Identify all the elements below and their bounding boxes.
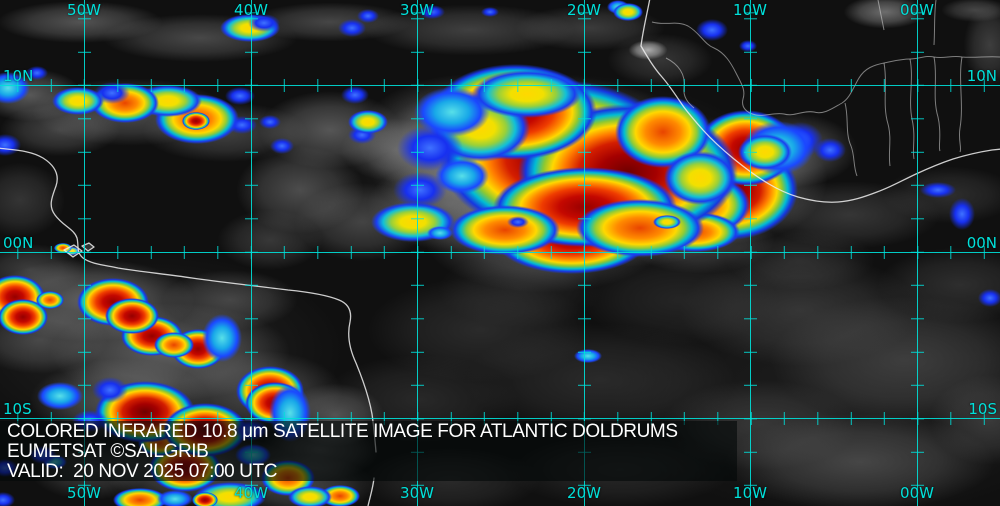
lon-label-top-20W: 20W (567, 1, 601, 19)
lat-label-left-10N: 10N (3, 67, 34, 85)
lat-label-left-10S: 10S (3, 400, 32, 418)
lon-label-bottom-20W: 20W (567, 484, 601, 502)
lon-label-top-50W: 50W (67, 1, 101, 19)
lat-label-right-00N: 00N (966, 234, 997, 252)
caption-valid-time: VALID: 20 NOV 2025 07:00 UTC (7, 461, 278, 482)
lon-label-bottom-10W: 10W (733, 484, 767, 502)
border-north-2 (933, 0, 937, 46)
parallel-ticks-10N (0, 79, 1000, 92)
lon-label-bottom-50W: 50W (67, 484, 101, 502)
border-west-africa-north (651, 21, 1000, 116)
lat-label-right-10N: 10N (966, 67, 997, 85)
lat-label-right-10S: 10S (968, 400, 997, 418)
lon-label-top-30W: 30W (400, 1, 434, 19)
lon-label-top-10W: 10W (733, 1, 767, 19)
lon-label-bottom-40W: 40W (234, 484, 268, 502)
caption-credit: EUMETSAT ©SAILGRIB (7, 441, 209, 462)
lon-label-top-40W: 40W (234, 1, 268, 19)
border-north-1 (877, 0, 885, 31)
coastline-south-america (0, 147, 377, 453)
caption-band: COLORED INFRARED 10.8 μm SATELLITE IMAGE… (0, 421, 737, 482)
border-cotedivoire-ghana (844, 102, 858, 177)
parallel-ticks-00N (0, 246, 1000, 259)
lat-label-left-00N: 00N (3, 234, 34, 252)
lon-label-bottom-30W: 30W (400, 484, 434, 502)
border-east-1 (958, 56, 963, 153)
lon-label-bottom-00W: 00W (900, 484, 934, 502)
border-benin-nigeria (933, 56, 941, 152)
lon-label-top-00W: 00W (900, 1, 934, 19)
caption-title: COLORED INFRARED 10.8 μm SATELLITE IMAGE… (7, 421, 678, 442)
